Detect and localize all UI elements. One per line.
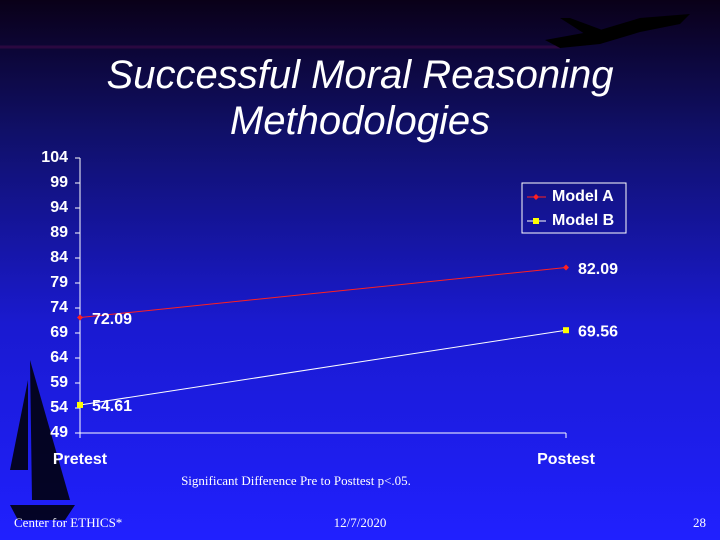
y-tick-label: 54 [50, 399, 68, 416]
marker [563, 327, 569, 334]
line [79, 267, 567, 319]
marker [533, 218, 539, 224]
data-label: 54.61 [92, 398, 132, 415]
y-tick-label: 99 [50, 174, 68, 191]
legend-box [521, 182, 627, 234]
line [79, 329, 567, 406]
marker [77, 401, 83, 408]
y-tick-label: 104 [41, 149, 68, 166]
y-tick-label: 89 [50, 224, 68, 241]
chart-title: Successful Moral Reasoning Methodologies [106, 53, 614, 143]
sailboat-icon [10, 360, 75, 520]
y-tick-label: 49 [50, 424, 68, 441]
footer-left: Center for ETHICS* [14, 515, 122, 530]
y-tick-label: 69 [50, 324, 68, 341]
y-tick-label: 84 [50, 249, 68, 266]
footer-right: 28 [693, 515, 706, 530]
y-tick-label: 59 [50, 374, 68, 391]
data-label: 82.09 [578, 261, 618, 278]
y-tick-label: 64 [50, 349, 68, 366]
footer-center: 12/7/2020 [334, 515, 387, 530]
x-tick-label: Postest [537, 451, 595, 468]
legend-label: Model B [552, 212, 614, 229]
y-tick-label: 79 [50, 274, 68, 291]
data-label: 69.56 [578, 323, 618, 340]
data-label: 72.09 [92, 311, 132, 328]
marker [533, 194, 539, 200]
annotation: Significant Difference Pre to Posttest p… [181, 473, 411, 488]
y-tick-label: 94 [50, 199, 68, 216]
marker [563, 264, 569, 271]
y-tick-label: 74 [50, 299, 68, 316]
legend-label: Model A [552, 188, 614, 205]
airplane-icon [545, 14, 690, 48]
marker [77, 314, 83, 321]
x-tick-label: Pretest [53, 451, 108, 468]
